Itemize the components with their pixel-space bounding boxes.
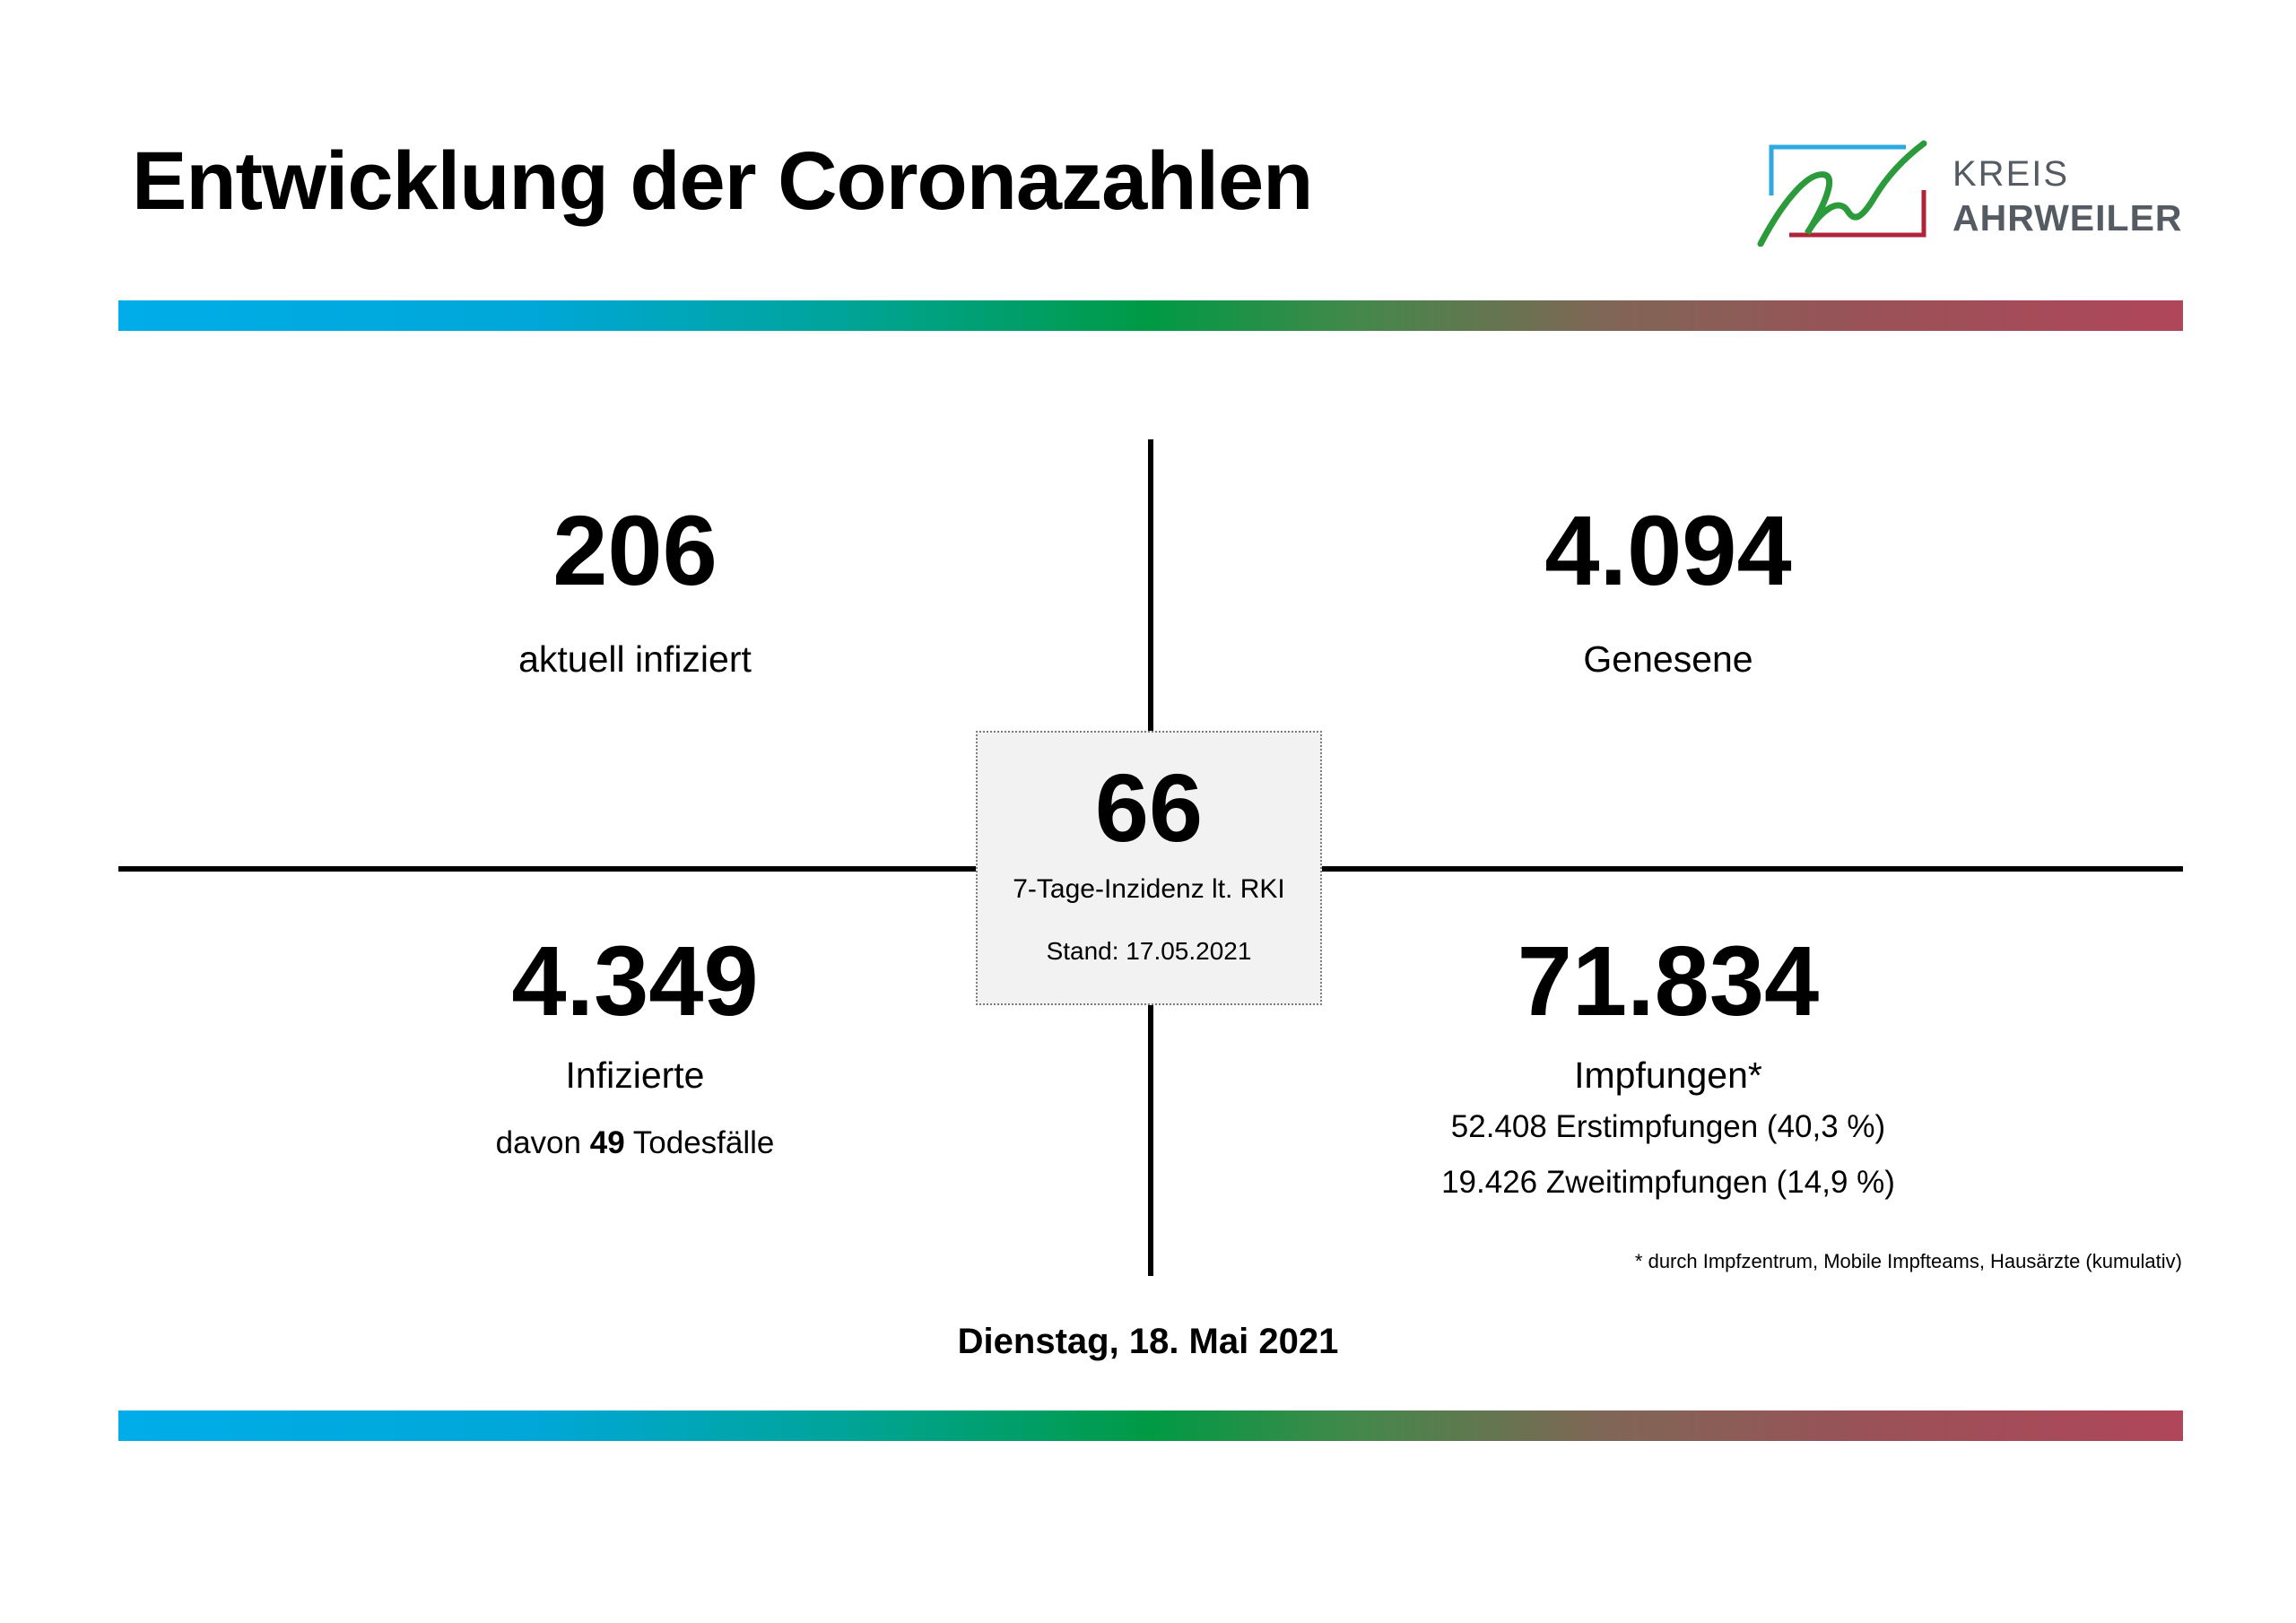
- bottom-gradient-divider: [118, 1410, 2183, 1441]
- horizontal-divider-left: [118, 866, 978, 872]
- recovered-label: Genesene: [1583, 638, 1753, 680]
- infected-total-panel: 4.349 Infizierte davon 49 Todesfälle: [231, 933, 1039, 1161]
- logo-text-ahrweiler: AHRWEILER: [1952, 197, 2183, 239]
- logo-mark-icon: [1757, 140, 1927, 247]
- first-vaccinations: 52.408 Erstimpfungen (40,3 %): [1450, 1109, 1886, 1144]
- second-vaccinations: 19.426 Zweitimpfungen (14,9 %): [1441, 1165, 1895, 1200]
- vaccination-footnote: * durch Impfzentrum, Mobile Impfteams, H…: [1634, 1250, 2182, 1272]
- logo-text-kreis: KREIS: [1952, 154, 2070, 194]
- incidence-value: 66: [1094, 753, 1204, 862]
- recovered-panel: 4.094 Genesene: [1265, 502, 2072, 681]
- vertical-divider-top: [1148, 439, 1153, 731]
- incidence-label: 7-Tage-Inzidenz lt. RKI: [1013, 874, 1285, 904]
- deaths-value: 49: [589, 1125, 625, 1160]
- recovered-value: 4.094: [1544, 496, 1792, 606]
- current-infected-value: 206: [552, 496, 718, 606]
- infected-total-label: Infizierte: [565, 1055, 705, 1096]
- vaccinations-value: 71.834: [1517, 926, 1820, 1037]
- vaccinations-label: Impfungen*: [1574, 1055, 1762, 1096]
- vertical-divider-bottom: [1148, 1005, 1153, 1276]
- page-title: Entwicklung der Coronazahlen: [132, 135, 1313, 227]
- report-date: Dienstag, 18. Mai 2021: [957, 1322, 1339, 1361]
- horizontal-divider-right: [1322, 866, 2183, 872]
- top-gradient-divider: [118, 300, 2183, 331]
- incidence-box: 66 7-Tage-Inzidenz lt. RKI Stand: 17.05.…: [976, 731, 1322, 1005]
- kreis-ahrweiler-logo: KREIS AHRWEILER: [1753, 135, 2182, 247]
- vaccinations-panel: 71.834 Impfungen* 52.408 Erstimpfungen (…: [1265, 933, 2072, 1201]
- current-infected-label: aktuell infiziert: [518, 638, 752, 680]
- deaths-line: davon 49 Todesfälle: [231, 1125, 1039, 1161]
- deaths-prefix: davon: [495, 1125, 581, 1160]
- incidence-stand: Stand: 17.05.2021: [1046, 937, 1252, 965]
- deaths-suffix: Todesfälle: [632, 1125, 775, 1160]
- current-infected-panel: 206 aktuell infiziert: [231, 502, 1039, 681]
- infected-total-value: 4.349: [511, 926, 759, 1037]
